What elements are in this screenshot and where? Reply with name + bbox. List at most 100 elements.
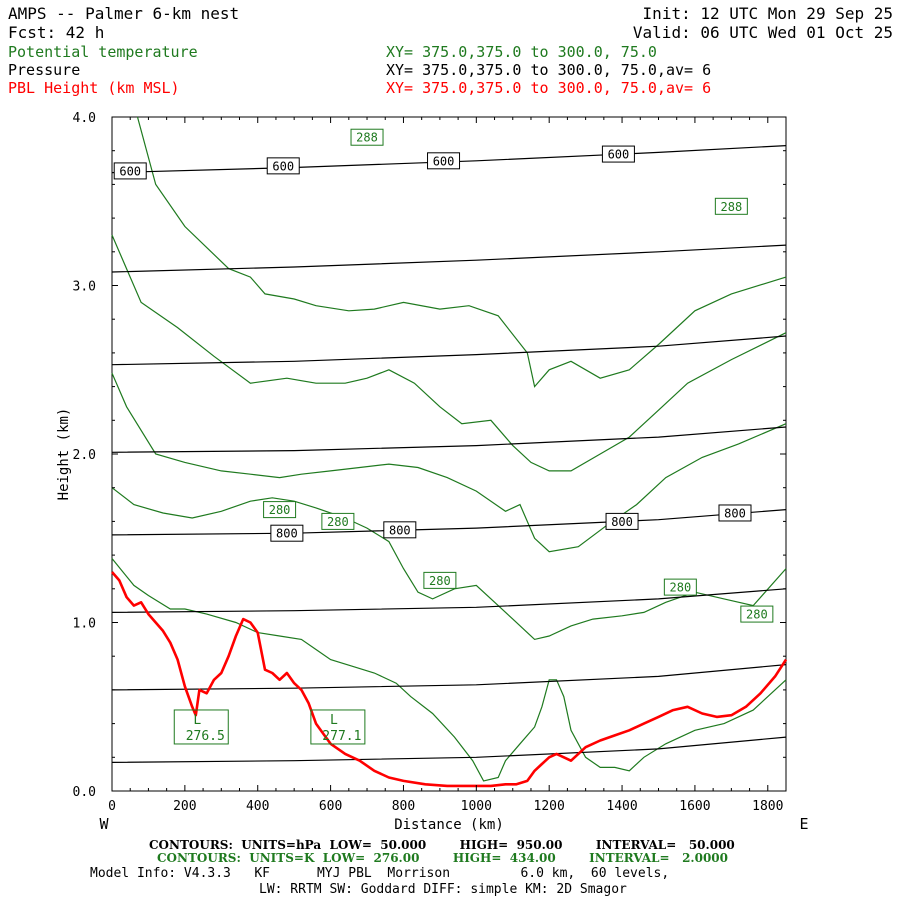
x-tick-label: 1000 — [461, 799, 492, 814]
isobar-label: 800 — [383, 521, 417, 539]
y-tick-label: 4.0 — [73, 111, 96, 126]
theta-label: 280 — [663, 578, 697, 596]
plot-area — [111, 116, 787, 792]
isobar-label-box — [718, 504, 752, 522]
isobar-label-text: 600 — [272, 159, 294, 173]
x-tick-label: 0 — [108, 799, 116, 814]
theta-label-box — [350, 128, 384, 146]
field-xy-pressure: XY= 375.0,375.0 to 300.0, 75.0,av= 6 — [386, 61, 711, 79]
isobar-label: 800 — [605, 512, 639, 530]
low-marker-letter: L — [193, 713, 201, 728]
isobar-label-text: 800 — [389, 523, 411, 537]
y-tick-label: 1.0 — [73, 617, 96, 632]
isobar-label-text: 600 — [119, 164, 141, 178]
low-marker-box — [310, 709, 366, 745]
x-tick-label: 200 — [173, 799, 196, 814]
isobar-label-box — [270, 524, 304, 542]
isobar-label: 600 — [601, 145, 635, 163]
field-xy-pbl: XY= 375.0,375.0 to 300.0, 75.0,av= 6 — [386, 79, 711, 97]
footer-model-info: Model Info: V4.3.3 KF MYJ PBL Morrison 6… — [90, 866, 669, 881]
isobar-label-box — [113, 162, 147, 180]
isobar-label-text: 600 — [433, 154, 455, 168]
theta-label-box — [263, 501, 297, 519]
theta-label-box — [663, 578, 697, 596]
theta-label: 280 — [740, 605, 774, 623]
pbl-height-line — [111, 571, 788, 788]
low-marker-box — [173, 709, 229, 745]
theta-contours — [111, 116, 787, 782]
footer-contours-hpa: CONTOURS: UNITS=hPa LOW= 50.000 HIGH= 95… — [149, 838, 735, 852]
theta-contour-line — [111, 372, 787, 553]
isobar-line-650 — [111, 244, 787, 273]
theta-label-text: 288 — [356, 131, 378, 145]
isobar-label-box — [427, 152, 461, 170]
theta-label-text: 280 — [269, 503, 291, 517]
isobar-label-box — [266, 157, 300, 175]
x-tick-label: 800 — [392, 799, 415, 814]
isobar-label-text: 800 — [724, 506, 746, 520]
field-name-pbl: PBL Height (km MSL) — [8, 79, 180, 97]
x-axis-label: Distance (km) — [394, 817, 504, 833]
theta-label: 280 — [263, 501, 297, 519]
isobar-label-text: 600 — [608, 148, 630, 162]
low-marker-value: 276.5 — [186, 729, 225, 744]
header-forecast: Fcst: 42 h — [8, 23, 104, 42]
theta-label-text: 280 — [327, 515, 349, 529]
theta-label-text: 280 — [670, 581, 692, 595]
isobar-label: 600 — [266, 157, 300, 175]
pressure-isobars — [111, 145, 787, 763]
field-xy-theta: XY= 375.0,375.0 to 300.0, 75.0 — [386, 43, 657, 61]
x-axis-west-label: W — [99, 815, 109, 833]
isobar-label-box — [383, 521, 417, 539]
isobar-label: 800 — [270, 524, 304, 542]
isobar-line-700 — [111, 335, 787, 366]
theta-label: 288 — [350, 128, 384, 146]
contour-labels: 600 600 600 600 800 800 800 800 288 288 280 280 280 2… — [113, 128, 774, 745]
x-axis-east-label: E — [799, 815, 808, 833]
isobar-label-box — [605, 512, 639, 530]
y-tick-label: 2.0 — [73, 448, 96, 463]
theta-label-box — [714, 197, 748, 215]
isobar-line-800 — [111, 509, 787, 536]
isobar-label-box — [601, 145, 635, 163]
theta-contour-line — [111, 234, 787, 472]
x-tick-label: 400 — [246, 799, 269, 814]
theta-label-text: 280 — [429, 574, 451, 588]
header-valid: Valid: 06 UTC Wed 01 Oct 25 — [633, 23, 893, 42]
theta-label-box — [423, 571, 457, 589]
header-title: AMPS -- Palmer 6-km nest — [8, 4, 239, 23]
theta-contour-line — [111, 558, 787, 782]
theta-label: 280 — [423, 571, 457, 589]
header-init: Init: 12 UTC Mon 29 Sep 25 — [643, 4, 893, 23]
y-tick-label: 3.0 — [73, 280, 96, 295]
isobar-line-850 — [111, 588, 787, 613]
footer-physics: LW: RRTM SW: Goddard DIFF: simple KM: 2D… — [259, 882, 627, 897]
theta-label-box — [740, 605, 774, 623]
theta-contour-line — [136, 116, 787, 388]
theta-label: 288 — [714, 197, 748, 215]
low-marker-letter: L — [330, 713, 338, 728]
field-name-theta: Potential temperature — [8, 43, 198, 61]
isobar-label: 800 — [718, 504, 752, 522]
theta-label-box — [321, 512, 355, 530]
isobar-line-750 — [111, 426, 787, 453]
theta-label-text: 288 — [721, 200, 743, 214]
isobar-line-950 — [111, 736, 787, 763]
y-axis-label: Height (km) — [56, 408, 72, 501]
isobar-label-text: 800 — [611, 515, 633, 529]
x-tick-label: 1200 — [534, 799, 565, 814]
low-marker-value: 277.1 — [322, 729, 361, 744]
isobar-label: 600 — [427, 152, 461, 170]
field-name-pressure: Pressure — [8, 61, 80, 79]
x-tick-label: 600 — [319, 799, 342, 814]
isobar-label: 600 — [113, 162, 147, 180]
isobar-line-600 — [111, 145, 787, 174]
theta-label: 280 — [321, 512, 355, 530]
x-tick-label: 1400 — [606, 799, 637, 814]
x-tick-label: 1600 — [679, 799, 710, 814]
theta-contour-line — [111, 487, 787, 641]
axes: 0 200 400 600 800 1000 1200 1400 1600 1800 0.0 1.0 2… — [73, 111, 787, 814]
